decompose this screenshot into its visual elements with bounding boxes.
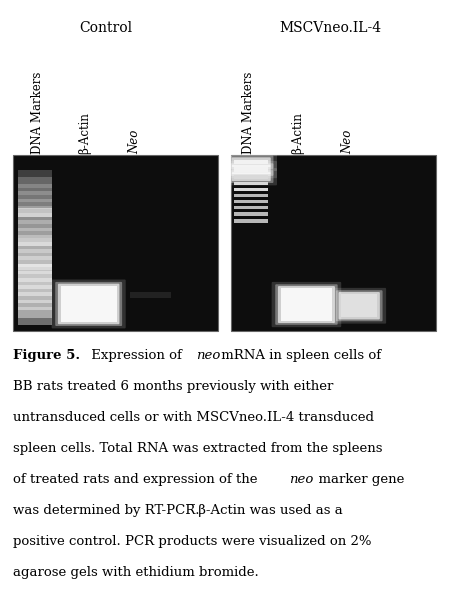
Text: marker gene: marker gene [310, 473, 404, 486]
Bar [234, 219, 268, 223]
Bar [234, 175, 268, 179]
Bar [234, 206, 268, 209]
Text: Figure 5.: Figure 5. [13, 349, 80, 362]
FancyBboxPatch shape [229, 163, 273, 176]
Text: MSCVneo.IL-4: MSCVneo.IL-4 [279, 21, 381, 35]
FancyBboxPatch shape [278, 286, 335, 323]
Bar [18, 213, 52, 231]
Bar [18, 285, 52, 303]
Bar [18, 191, 52, 209]
Bar [18, 184, 52, 202]
Bar [234, 200, 268, 203]
Text: positive control. PCR products were visualized on 2%: positive control. PCR products were visu… [13, 535, 372, 548]
Bar [18, 208, 52, 217]
FancyBboxPatch shape [55, 282, 122, 326]
FancyBboxPatch shape [225, 153, 277, 171]
Bar [18, 300, 52, 318]
Text: Expression of: Expression of [87, 349, 186, 362]
Text: DNA Markers: DNA Markers [242, 72, 255, 154]
Bar [18, 293, 52, 311]
FancyBboxPatch shape [336, 290, 383, 321]
Bar [231, 155, 436, 331]
Bar [18, 271, 52, 289]
FancyBboxPatch shape [58, 284, 119, 324]
Bar [18, 206, 52, 224]
Bar [18, 264, 52, 270]
Bar [234, 167, 268, 172]
Bar [18, 198, 52, 217]
Text: spleen cells. Total RNA was extracted from the spleens: spleen cells. Total RNA was extracted fr… [13, 442, 383, 455]
Text: was determined by RT-PCR.: was determined by RT-PCR. [13, 504, 200, 517]
FancyBboxPatch shape [229, 156, 273, 169]
FancyBboxPatch shape [232, 157, 271, 167]
Text: ̅ β-Actin was used as a: ̅ β-Actin was used as a [195, 504, 343, 517]
Text: agarose gels with ethidium bromide.: agarose gels with ethidium bromide. [13, 566, 259, 579]
Bar [130, 292, 171, 298]
Bar [18, 256, 52, 274]
FancyBboxPatch shape [339, 292, 380, 319]
FancyBboxPatch shape [225, 168, 277, 185]
Bar [18, 307, 52, 325]
Text: untransduced cells or with MSCVneo.IL-4 transduced: untransduced cells or with MSCVneo.IL-4 … [13, 411, 374, 424]
Bar [18, 177, 52, 195]
Text: β-Actin: β-Actin [291, 112, 304, 154]
Bar [61, 286, 117, 322]
Bar [234, 212, 268, 216]
Bar [18, 238, 52, 246]
Bar [341, 294, 377, 317]
FancyBboxPatch shape [232, 172, 271, 181]
Text: β-Actin: β-Actin [79, 112, 92, 154]
Bar [18, 263, 52, 281]
Bar [234, 194, 268, 197]
Text: neo: neo [289, 473, 313, 486]
FancyBboxPatch shape [275, 284, 338, 325]
Bar [18, 242, 52, 260]
Bar [18, 221, 52, 238]
FancyBboxPatch shape [272, 282, 341, 327]
Text: Control: Control [79, 21, 132, 35]
Bar [18, 228, 52, 246]
Text: Neo: Neo [128, 129, 141, 154]
Bar [234, 160, 268, 164]
Text: DNA Markers: DNA Markers [31, 72, 44, 154]
Text: BB rats treated 6 months previously with either: BB rats treated 6 months previously with… [13, 380, 334, 393]
Text: Neo: Neo [341, 129, 354, 154]
Text: neo: neo [196, 349, 220, 362]
Bar [281, 288, 332, 321]
Text: mRNA in spleen cells of: mRNA in spleen cells of [216, 349, 381, 362]
Bar [13, 155, 218, 331]
Bar [18, 278, 52, 296]
FancyBboxPatch shape [225, 161, 277, 178]
FancyBboxPatch shape [232, 165, 271, 174]
Text: of treated rats and expression of the: of treated rats and expression of the [13, 473, 262, 486]
Bar [18, 170, 52, 188]
FancyBboxPatch shape [52, 280, 126, 328]
Bar [18, 235, 52, 253]
FancyBboxPatch shape [332, 288, 386, 324]
FancyBboxPatch shape [229, 170, 273, 183]
Bar [234, 182, 268, 185]
Bar [234, 188, 268, 191]
Bar [18, 249, 52, 267]
